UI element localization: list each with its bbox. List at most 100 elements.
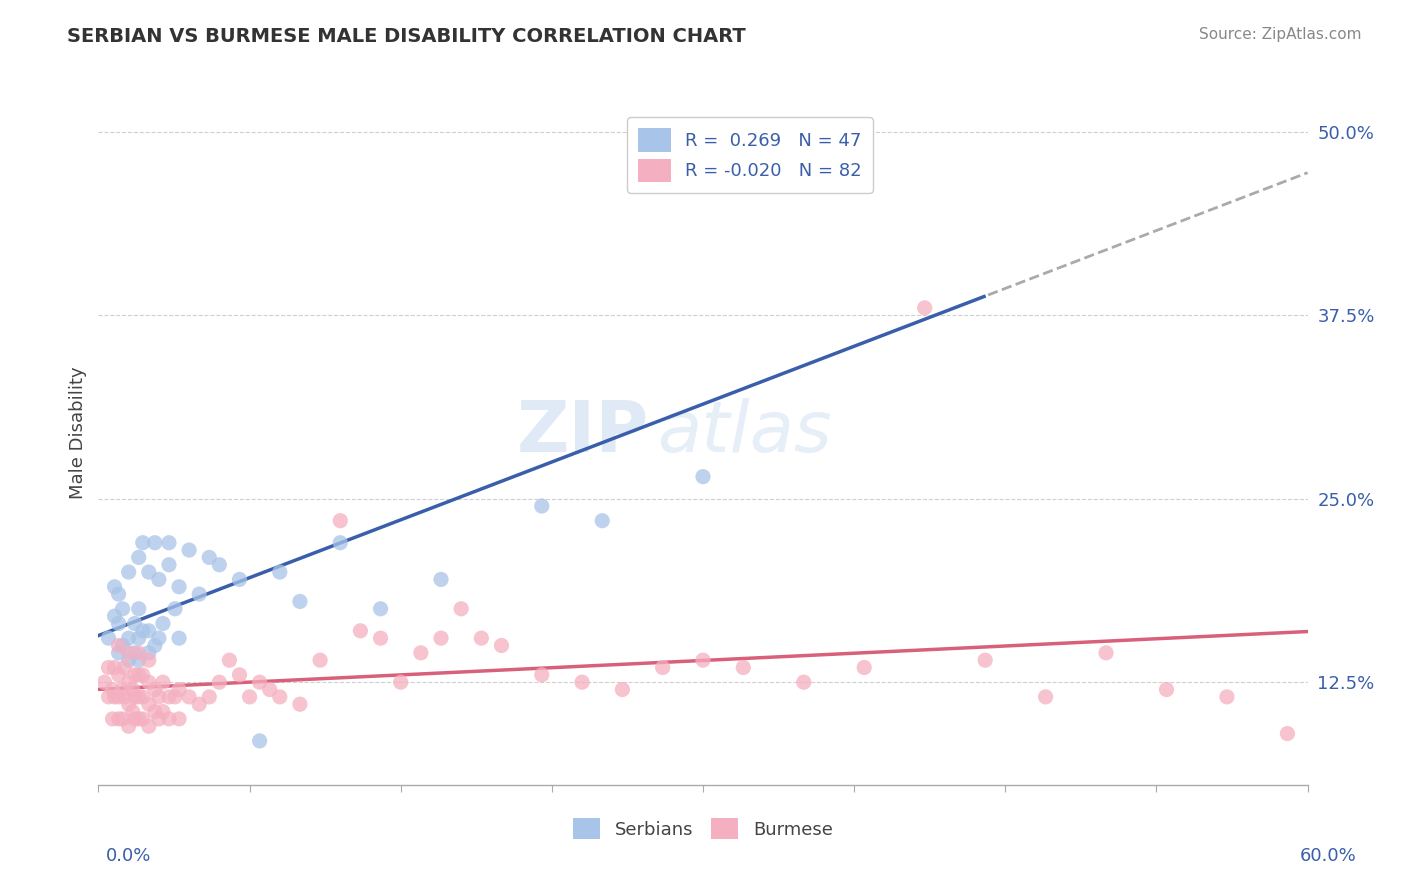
Point [228,668,250,682]
Point [121,682,143,697]
Point [157,712,180,726]
Point [1035,690,1057,704]
Point [389,675,412,690]
Text: Source: ZipAtlas.com: Source: ZipAtlas.com [1198,27,1361,42]
Point [128,653,150,667]
Point [974,653,997,667]
Point [111,602,134,616]
Point [530,499,553,513]
Text: SERBIAN VS BURMESE MALE DISABILITY CORRELATION CHART: SERBIAN VS BURMESE MALE DISABILITY CORRE… [67,27,747,45]
Point [370,631,392,645]
Point [111,712,134,726]
Point [93,675,115,690]
Legend: Serbians, Burmese: Serbians, Burmese [567,811,839,847]
Point [128,631,150,645]
Point [157,690,180,704]
Point [132,712,155,726]
Point [409,646,432,660]
Point [118,653,141,667]
Point [612,682,634,697]
Point [128,646,150,660]
Point [101,682,124,697]
Point [97,690,120,704]
Point [530,668,553,682]
Point [198,690,221,704]
Point [157,535,180,549]
Point [198,550,221,565]
Point [138,719,160,733]
Point [103,660,125,674]
Point [167,631,190,645]
Point [138,646,160,660]
Point [491,639,513,653]
Point [329,535,352,549]
Point [208,558,231,572]
Point [188,587,211,601]
Point [107,616,129,631]
Point [163,690,186,704]
Point [124,616,146,631]
Point [1156,682,1178,697]
Point [914,301,936,315]
Point [118,646,141,660]
Point [118,565,141,579]
Point [269,690,291,704]
Point [269,565,291,579]
Point [1277,726,1299,740]
Point [152,705,174,719]
Point [143,535,166,549]
Point [114,690,136,704]
Point [107,646,129,660]
Point [157,558,180,572]
Point [124,712,146,726]
Point [103,609,125,624]
Point [288,594,311,608]
Point [470,631,492,645]
Point [349,624,371,638]
Point [128,712,150,726]
Point [692,653,714,667]
Point [124,690,146,704]
Point [188,697,211,711]
Point [239,690,262,704]
Point [118,675,141,690]
Point [152,616,174,631]
Point [143,682,166,697]
Point [148,690,170,704]
Point [132,624,155,638]
Point [571,675,593,690]
Point [148,631,170,645]
Point [138,624,160,638]
Point [430,573,453,587]
Point [218,653,240,667]
Point [249,675,271,690]
Point [1216,690,1239,704]
Point [138,697,160,711]
Point [179,543,201,558]
Point [138,675,160,690]
Point [121,705,143,719]
Point [128,602,150,616]
Point [118,719,141,733]
Point [97,660,120,674]
Point [138,565,160,579]
Text: ZIP: ZIP [516,398,648,467]
Point [259,682,281,697]
Point [692,469,714,483]
Point [107,587,129,601]
Point [143,705,166,719]
Point [793,675,815,690]
Point [228,573,250,587]
Point [132,535,155,549]
Point [591,514,613,528]
Point [167,682,190,697]
Point [167,580,190,594]
Y-axis label: Male Disability: Male Disability [69,367,87,499]
Point [733,660,755,674]
Point [118,631,141,645]
Point [132,690,155,704]
Point [124,668,146,682]
Point [148,573,170,587]
Point [167,712,190,726]
Point [309,653,332,667]
